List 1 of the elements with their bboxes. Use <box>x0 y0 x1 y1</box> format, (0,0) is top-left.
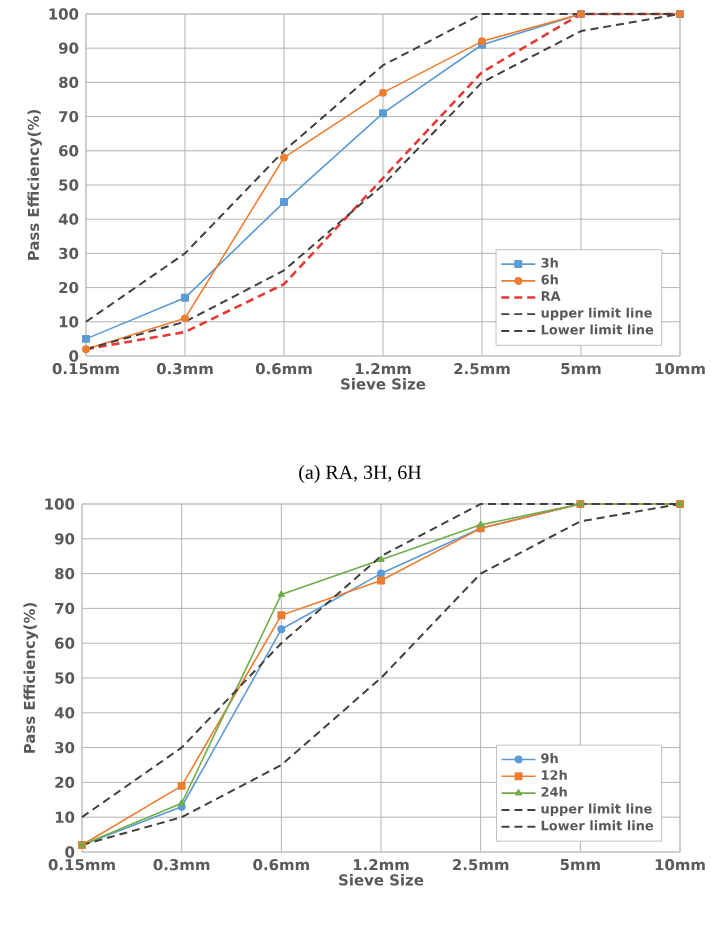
text: (a) RA, 3H, 6H <box>299 464 422 484</box>
